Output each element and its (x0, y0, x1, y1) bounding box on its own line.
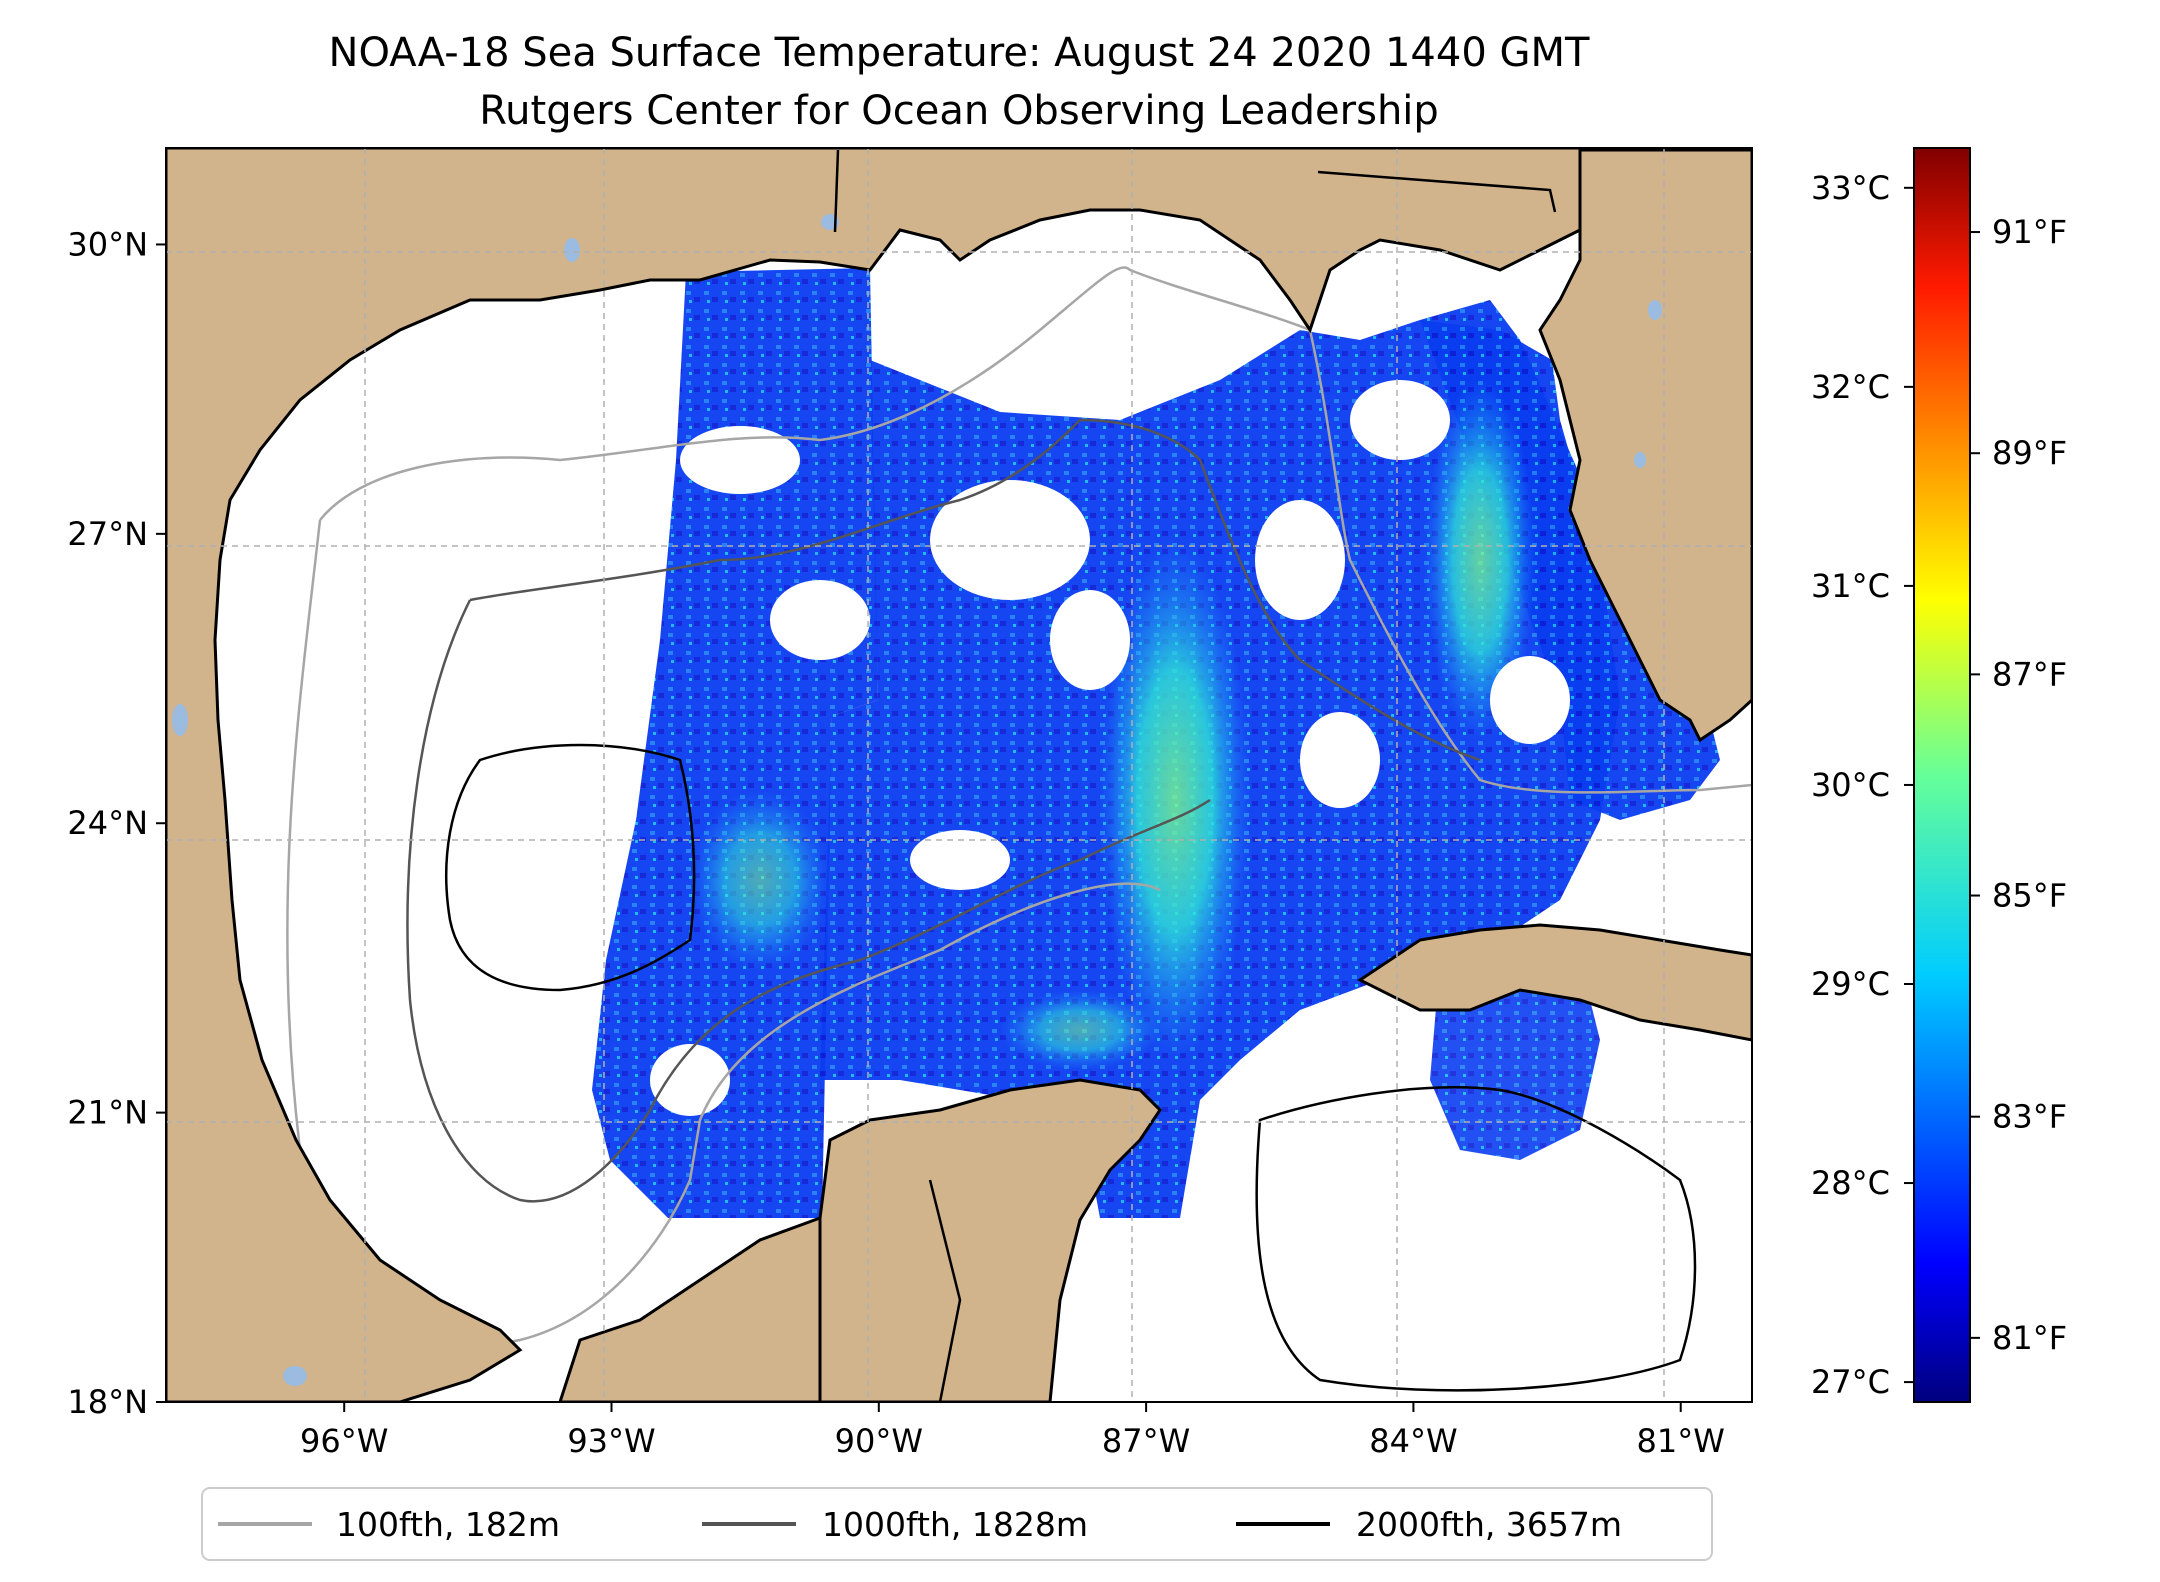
cloud-gaps (650, 380, 1570, 1116)
sst-warm-band-yucatan (1000, 990, 1160, 1070)
fahrenheit-tick-label: 89°F (1992, 434, 2067, 472)
lake-5 (172, 704, 188, 736)
lake-6 (283, 1366, 307, 1386)
land-texas-louisiana (166, 148, 1752, 1402)
contour-100fth (286, 266, 1752, 1345)
political-borders (833, 149, 1557, 1402)
fahrenheit-tick-label: 85°F (1992, 877, 2067, 915)
celsius-tick-label: 27°C (1811, 1363, 1890, 1401)
map-frame (165, 147, 1753, 1403)
sst-swath (592, 150, 1752, 1218)
sst-swath-west (592, 268, 878, 1218)
contour-legend: 100fth, 182m 1000fth, 1828m 2000fth, 365… (201, 1487, 1713, 1561)
celsius-tick-label: 32°C (1811, 368, 1890, 406)
land-florida (1538, 148, 1752, 743)
celsius-tick-label: 29°C (1811, 965, 1890, 1003)
sst-warm-band-central (1100, 540, 1250, 1060)
lakes (172, 214, 1662, 1386)
title-line-2: Rutgers Center for Ocean Observing Leade… (479, 88, 1439, 134)
lon-tick-label: 93°W (567, 1422, 655, 1460)
border-mx-gt (928, 1179, 962, 1402)
celsius-tick-label: 30°C (1811, 766, 1890, 804)
title-line-1: NOAA-18 Sea Surface Temperature: August … (329, 30, 1590, 76)
lon-tick-label: 90°W (835, 1422, 923, 1460)
land-masses (166, 148, 1752, 1402)
map-panel (166, 148, 1752, 1402)
latitude-tick-labels: 18°N 21°N 24°N 27°N 30°N (67, 225, 166, 1421)
colorbar-fahrenheit-ticks: 81°F 83°F 85°F 87°F 89°F 91°F (1970, 213, 2067, 1357)
fahrenheit-tick-label: 81°F (1992, 1319, 2067, 1357)
lake-3 (1648, 300, 1662, 320)
land-yucatan (818, 1078, 1162, 1402)
longitude-tick-labels: 96°W 93°W 90°W 87°W 84°W 81°W (300, 1402, 1725, 1460)
lat-tick-label: 21°N (67, 1094, 148, 1132)
lat-tick-label: 24°N (67, 804, 148, 842)
land-central-america (558, 1215, 822, 1402)
gridlines (166, 148, 1752, 1402)
contour-1000fth (406, 418, 1481, 1203)
lake-1 (564, 238, 580, 262)
legend-box (201, 1487, 1713, 1561)
border-al-fl (1317, 170, 1557, 213)
legend-label-100fth: 100fth, 182m (336, 1505, 560, 1544)
lake-4 (1634, 452, 1646, 468)
border-tx-la (833, 149, 840, 233)
colorbar-celsius-ticks: 27°C 28°C 29°C 30°C 31°C 32°C 33°C (1811, 169, 1914, 1401)
celsius-tick-label: 31°C (1811, 567, 1890, 605)
land-cuba (1357, 923, 1752, 1042)
fahrenheit-tick-label: 91°F (1992, 213, 2067, 251)
lat-tick-label: 27°N (67, 515, 148, 553)
legend-label-2000fth: 2000fth, 3657m (1356, 1505, 1622, 1544)
lon-tick-label: 87°W (1102, 1422, 1190, 1460)
celsius-tick-label: 28°C (1811, 1164, 1890, 1202)
lon-tick-label: 81°W (1637, 1422, 1725, 1460)
lon-tick-label: 96°W (300, 1422, 388, 1460)
colorbar-gradient (1913, 147, 1971, 1403)
lat-tick-label: 30°N (67, 225, 148, 263)
fahrenheit-tick-label: 83°F (1992, 1098, 2067, 1136)
legend-label-1000fth: 1000fth, 1828m (822, 1505, 1088, 1544)
sst-warm-band-east (1425, 380, 1535, 740)
colorbar: 27°C 28°C 29°C 30°C 31°C 32°C 33°C 81°F 83°F 85°… (1811, 147, 2067, 1403)
lat-tick-label: 18°N (67, 1383, 148, 1421)
celsius-tick-label: 33°C (1811, 169, 1890, 207)
contour-2000fth (445, 743, 1697, 1392)
fahrenheit-tick-label: 87°F (1992, 655, 2067, 693)
lon-tick-label: 84°W (1369, 1422, 1457, 1460)
sst-warm-band-west (690, 790, 830, 970)
bathymetry-contours (286, 266, 1752, 1392)
